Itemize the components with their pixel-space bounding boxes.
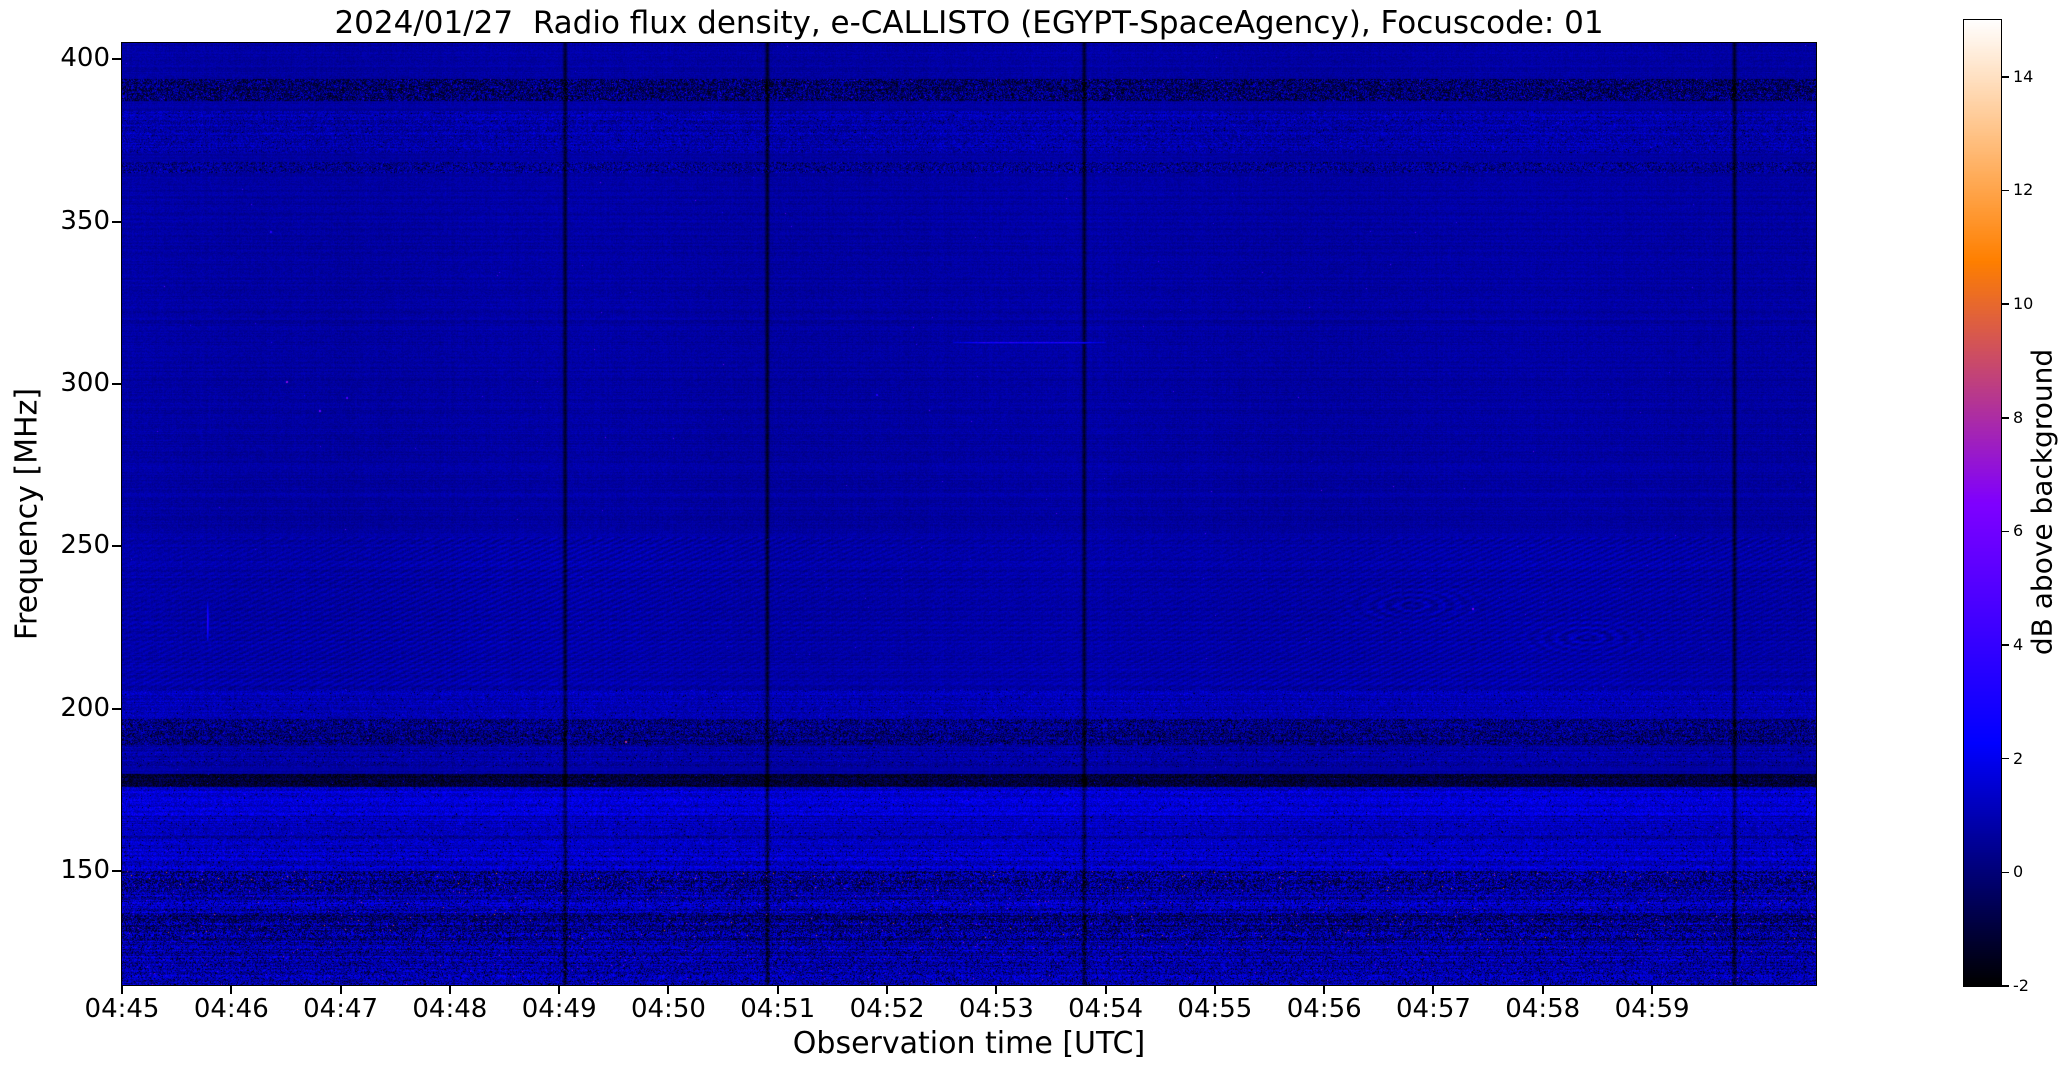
y-tick-mark: [112, 545, 121, 548]
x-tick-label: 04:47: [303, 994, 379, 1024]
y-tick-label: 250: [60, 530, 110, 561]
x-tick-mark: [1213, 986, 1216, 994]
y-tick-label: 350: [60, 205, 110, 236]
x-tick-mark: [1104, 986, 1107, 994]
colorbar-tick-mark: [2002, 530, 2009, 533]
colorbar-tick-label: -2: [2013, 976, 2029, 995]
x-tick-mark: [1432, 986, 1435, 994]
y-tick-mark: [112, 870, 121, 873]
x-tick-label: 04:54: [1068, 994, 1144, 1024]
x-tick-label: 04:55: [1177, 994, 1253, 1024]
spectrogram-plot: [121, 42, 1817, 986]
colorbar: [1963, 19, 2002, 987]
y-axis-label: Frequency [MHz]: [9, 387, 45, 641]
x-tick-label: 04:51: [740, 994, 816, 1024]
colorbar-tick-mark: [2002, 644, 2009, 646]
colorbar-tick-mark: [2002, 303, 2009, 305]
x-tick-mark: [776, 986, 779, 994]
y-tick-mark: [112, 383, 121, 386]
y-tick-mark: [112, 220, 121, 223]
colorbar-tick-mark: [2002, 757, 2009, 760]
colorbar-tick-label: 4: [2013, 635, 2024, 655]
x-tick-mark: [230, 986, 233, 994]
colorbar-tick-label: 14: [2013, 66, 2034, 86]
y-tick-label: 150: [60, 855, 110, 886]
x-tick-label: 04:48: [412, 994, 488, 1024]
colorbar-tick-mark: [2002, 871, 2009, 874]
x-tick-mark: [558, 986, 561, 994]
x-tick-mark: [1323, 986, 1326, 994]
x-tick-mark: [667, 986, 670, 994]
colorbar-tick-label: 12: [2013, 180, 2034, 200]
x-tick-mark: [886, 986, 889, 994]
x-tick-label: 04:56: [1286, 994, 1362, 1024]
colorbar-canvas: [1964, 20, 2001, 986]
y-tick-mark: [112, 707, 121, 710]
x-tick-mark: [121, 986, 123, 994]
colorbar-label: dB above background: [2025, 348, 2059, 656]
x-tick-label: 04:53: [958, 994, 1034, 1024]
colorbar-tick-mark: [2002, 985, 2009, 987]
colorbar-tick-label: 0: [2013, 862, 2024, 882]
colorbar-tick-mark: [2002, 189, 2009, 192]
colorbar-tick-label: 2: [2013, 748, 2024, 768]
x-tick-mark: [448, 986, 451, 994]
x-tick-mark: [1541, 986, 1544, 994]
colorbar-tick-mark: [2002, 76, 2009, 78]
y-tick-label: 400: [60, 43, 110, 74]
spectrogram-canvas: [122, 43, 1816, 985]
x-tick-label: 04:45: [84, 994, 160, 1024]
x-tick-mark: [339, 986, 342, 994]
x-tick-label: 04:49: [521, 994, 597, 1024]
x-tick-label: 04:50: [630, 994, 706, 1024]
y-tick-mark: [112, 58, 121, 61]
colorbar-tick-label: 8: [2013, 407, 2024, 427]
colorbar-tick-label: 10: [2013, 294, 2034, 314]
x-axis-label: Observation time [UTC]: [792, 1026, 1146, 1061]
x-tick-label: 04:58: [1505, 994, 1581, 1024]
x-tick-mark: [1651, 986, 1654, 994]
colorbar-tick-label: 6: [2013, 521, 2024, 541]
x-tick-label: 04:57: [1396, 994, 1471, 1024]
x-tick-mark: [995, 986, 998, 994]
x-tick-label: 04:52: [849, 994, 925, 1024]
y-tick-label: 300: [60, 368, 110, 399]
colorbar-tick-mark: [2002, 417, 2009, 419]
x-tick-label: 04:46: [193, 994, 269, 1024]
y-tick-label: 200: [60, 692, 110, 723]
x-tick-label: 04:59: [1614, 994, 1690, 1024]
chart-title: 2024/01/27 Radio flux density, e-CALLIST…: [334, 5, 1604, 41]
